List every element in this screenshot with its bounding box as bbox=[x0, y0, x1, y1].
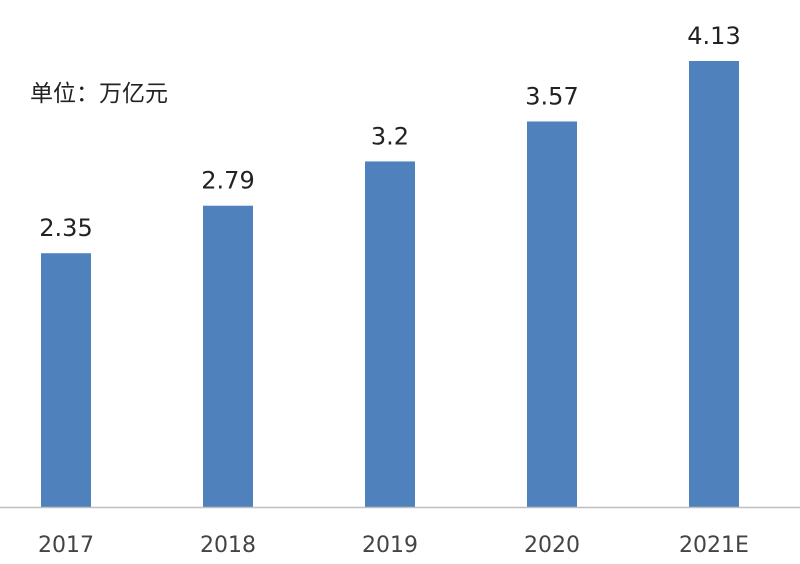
value-label-2019: 3.2 bbox=[371, 122, 409, 150]
bar-2019 bbox=[365, 161, 415, 507]
value-labels-group: 2.35 2.79 3.2 3.57 4.13 bbox=[39, 22, 740, 242]
bars-group bbox=[41, 61, 739, 507]
value-label-2018: 2.79 bbox=[201, 167, 254, 195]
value-label-2021E: 4.13 bbox=[687, 22, 740, 50]
x-tick-label-2018: 2018 bbox=[200, 533, 256, 558]
value-label-2020: 3.57 bbox=[525, 82, 578, 110]
bar-2020 bbox=[527, 121, 577, 507]
x-tick-label-2020: 2020 bbox=[524, 533, 580, 558]
x-tick-label-2019: 2019 bbox=[362, 533, 418, 558]
unit-label: 单位：万亿元 bbox=[30, 81, 168, 107]
bar-2017 bbox=[41, 253, 91, 507]
x-tick-label-2017: 2017 bbox=[38, 533, 94, 558]
value-label-2017: 2.35 bbox=[39, 214, 92, 242]
x-tick-labels-group: 2017 2018 2019 2020 2021E bbox=[38, 533, 749, 558]
bar-2018 bbox=[203, 205, 253, 507]
bar-2021E bbox=[689, 61, 739, 507]
x-tick-label-2021E: 2021E bbox=[679, 533, 749, 558]
